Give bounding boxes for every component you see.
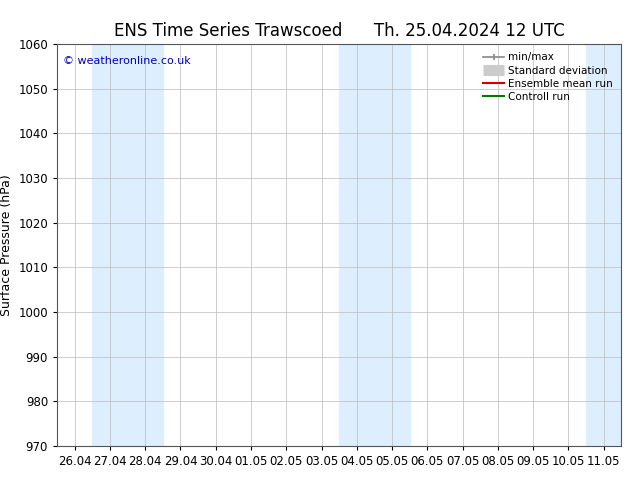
Text: © weatheronline.co.uk: © weatheronline.co.uk	[63, 56, 190, 66]
Bar	[93, 44, 163, 446]
Title: ENS Time Series Trawscoed      Th. 25.04.2024 12 UTC: ENS Time Series Trawscoed Th. 25.04.2024…	[114, 22, 564, 40]
Bar	[339, 44, 410, 446]
Y-axis label: Surface Pressure (hPa): Surface Pressure (hPa)	[0, 174, 13, 316]
Bar	[586, 44, 621, 446]
Legend: min/max, Standard deviation, Ensemble mean run, Controll run: min/max, Standard deviation, Ensemble me…	[480, 49, 616, 105]
